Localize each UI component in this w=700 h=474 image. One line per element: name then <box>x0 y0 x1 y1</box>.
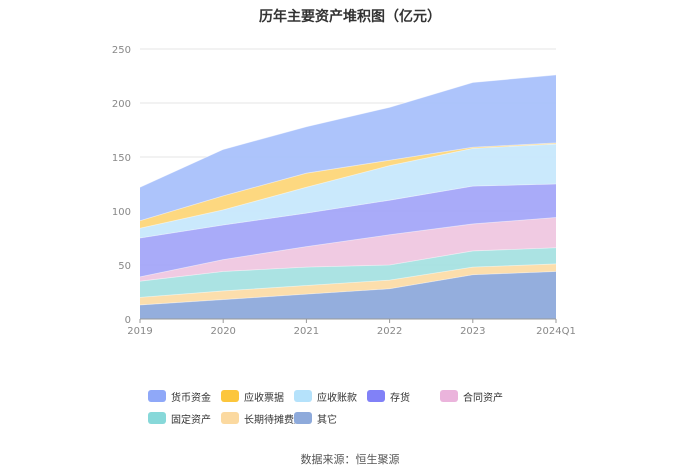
area-series <box>140 217 556 282</box>
x-tick-label: 2022 <box>377 326 402 337</box>
legend-swatch <box>294 390 312 402</box>
legend-label: 应收票据 <box>244 392 284 404</box>
series-edge <box>139 217 557 278</box>
legend-swatch <box>221 390 239 402</box>
area-series <box>140 247 556 298</box>
legend-label: 存货 <box>390 392 410 404</box>
legend-swatch <box>148 412 166 424</box>
area-series <box>140 184 556 277</box>
series-edge <box>139 142 557 222</box>
legend-item[interactable]: 应收账款 <box>294 388 367 404</box>
area-series <box>140 271 556 319</box>
area-series <box>140 74 556 221</box>
legend-item[interactable]: 固定资产 <box>148 410 221 426</box>
legend-item[interactable]: 合同资产 <box>440 388 513 404</box>
legend-item[interactable]: 长期待摊费用 <box>221 410 304 426</box>
legend-item[interactable]: 其它 <box>294 410 367 426</box>
x-tick-label: 2024Q1 <box>536 326 576 337</box>
legend-label: 货币资金 <box>171 392 211 404</box>
legend-label: 应收账款 <box>317 392 357 404</box>
chart-title: 历年主要资产堆积图（亿元） <box>259 9 441 25</box>
x-tick-label: 2023 <box>460 326 485 337</box>
y-tick-label: 250 <box>112 45 131 56</box>
x-tick-label: 2019 <box>127 326 152 337</box>
legend-item[interactable]: 存货 <box>367 388 440 404</box>
legend-label: 其它 <box>317 414 337 426</box>
x-tick-label: 2021 <box>294 326 319 337</box>
legend-swatch <box>221 412 239 424</box>
legend-label: 合同资产 <box>463 392 503 404</box>
y-tick-label: 100 <box>112 207 131 218</box>
series-edge <box>139 263 557 298</box>
legend-label: 长期待摊费用 <box>244 414 304 426</box>
y-tick-label: 50 <box>118 261 131 272</box>
series-edge <box>139 271 557 306</box>
stacked-area-chart: 0 50 100 150 200 250 2019 2020 2021 2022 2023 2024Q… <box>112 45 576 337</box>
area-layer <box>140 74 556 319</box>
legend-swatch <box>367 390 385 402</box>
legend-label: 固定资产 <box>171 414 211 426</box>
legend: 货币资金 应收票据 应收账款 存货 合同资产固定资产 长期待摊费用 其它 <box>148 388 578 426</box>
legend-item[interactable]: 货币资金 <box>148 388 221 404</box>
legend-item[interactable]: 应收票据 <box>221 388 294 404</box>
axis-layer: 0 50 100 150 200 250 2019 2020 2021 2022 2023 2024Q… <box>112 45 576 337</box>
x-tick-label: 2020 <box>210 326 235 337</box>
legend-swatch <box>440 390 458 402</box>
area-series <box>140 144 556 238</box>
y-tick-label: 200 <box>112 99 131 110</box>
y-tick-label: 150 <box>112 153 131 164</box>
series-edge <box>139 74 557 188</box>
series-edge <box>139 247 557 282</box>
y-tick-label: 0 <box>125 315 131 326</box>
series-edge <box>139 183 557 239</box>
legend-swatch <box>294 412 312 424</box>
data-source-note: 数据来源：恒生聚源 <box>300 453 400 466</box>
area-series <box>140 263 556 305</box>
series-edge <box>139 143 557 229</box>
line-layer <box>139 74 557 306</box>
legend-swatch <box>148 390 166 402</box>
